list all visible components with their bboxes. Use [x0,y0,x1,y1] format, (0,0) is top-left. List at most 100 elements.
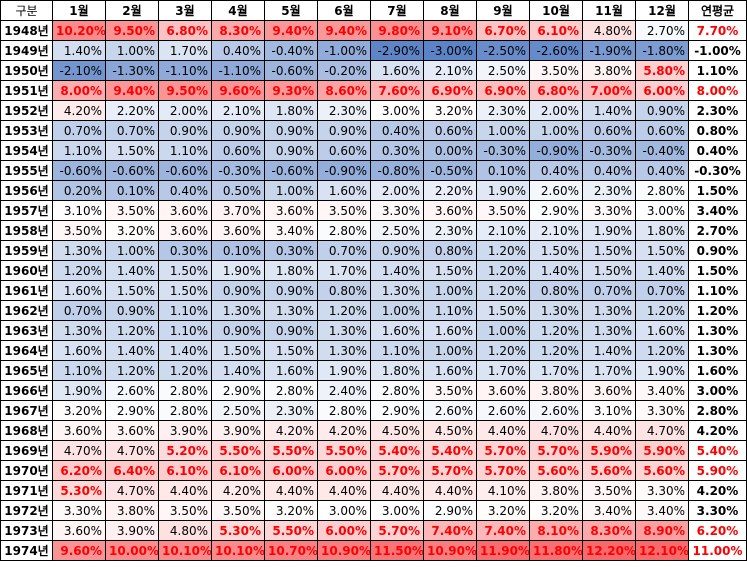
value-cell: -1.00% [317,40,371,61]
value-cell: 0.60% [423,120,477,141]
value-cell: 9.60% [211,80,265,101]
value-cell: 0.10% [476,160,530,181]
value-cell: 1.10% [370,340,424,361]
value-cell: 3.00% [317,500,371,521]
value-cell: 9.30% [264,80,318,101]
value-cell: 4.40% [370,480,424,501]
year-cell: 1952년 [0,100,53,121]
value-cell: 1.20% [635,340,689,361]
value-cell: 1.60% [370,320,424,341]
value-cell: 1.00% [476,120,530,141]
value-cell: 0.60% [635,120,689,141]
year-cell: 1974년 [0,540,53,561]
value-cell: 8.00% [52,80,106,101]
value-cell: 4.80% [158,520,212,541]
value-cell: 3.50% [423,380,477,401]
value-cell: 3.50% [317,200,371,221]
value-cell: 8.10% [529,520,583,541]
data-row: 1965년 1.10% 1.20% 1.20% 1.40% 1.60% 1.90% 1.80%… [0,360,747,381]
value-cell: 6.70% [476,20,530,41]
value-cell: 6.00% [635,80,689,101]
header-cell: 1월 [52,0,106,21]
value-cell: 3.30% [635,400,689,421]
year-cell: 1970년 [0,460,53,481]
value-cell: 0.40% [582,160,636,181]
value-cell: -0.60% [105,160,159,181]
value-cell: 1.50% [529,240,583,261]
year-cell: 1963년 [0,320,53,341]
value-cell: 1.30% [211,300,265,321]
value-cell: 1.20% [529,320,583,341]
value-cell: 3.20% [105,220,159,241]
value-cell: 4.40% [582,420,636,441]
value-cell: 1.60% [423,320,477,341]
value-cell: 3.60% [476,380,530,401]
average-cell: 1.10% [688,60,747,81]
value-cell: 7.40% [476,520,530,541]
data-row: 1969년 4.70% 4.70% 5.20% 5.50% 5.50% 5.50% 5.40%… [0,440,747,461]
value-cell: 1.80% [635,220,689,241]
value-cell: 1.20% [635,300,689,321]
value-cell: 12.20% [582,540,636,561]
value-cell: 3.00% [635,200,689,221]
average-cell: 5.40% [688,440,747,461]
header-cell: 11월 [582,0,636,21]
value-cell: 1.50% [211,340,265,361]
value-cell: 5.50% [264,520,318,541]
value-cell: 0.60% [211,140,265,161]
year-cell: 1956년 [0,180,53,201]
value-cell: 1.20% [52,260,106,281]
value-cell: 0.00% [423,140,477,161]
value-cell: 1.10% [52,360,106,381]
value-cell: 10.00% [105,540,159,561]
average-cell: 1.50% [688,180,747,201]
value-cell: 1.50% [582,260,636,281]
value-cell: 2.60% [529,180,583,201]
value-cell: -0.90% [529,140,583,161]
value-cell: 3.50% [582,480,636,501]
value-cell: 1.00% [370,300,424,321]
header-row: 구분 1월 2월 3월 4월 5월 6월 7월 8월 9월 10월 11월 12월 연평균 [0,0,747,21]
value-cell: 1.50% [635,240,689,261]
header-cell: 7월 [370,0,424,21]
value-cell: 3.50% [158,500,212,521]
year-cell: 1962년 [0,300,53,321]
year-cell: 1955년 [0,160,53,181]
average-cell: 1.50% [688,260,747,281]
value-cell: 0.40% [529,160,583,181]
average-cell: 3.00% [688,380,747,401]
value-cell: 6.00% [264,460,318,481]
value-cell: 1.90% [52,380,106,401]
year-cell: 1948년 [0,20,53,41]
value-cell: 0.80% [423,240,477,261]
value-cell: 2.50% [211,400,265,421]
value-cell: 3.10% [582,400,636,421]
value-cell: 2.00% [529,100,583,121]
value-cell: 1.60% [635,320,689,341]
value-cell: 5.80% [635,60,689,81]
value-cell: 10.90% [423,540,477,561]
average-cell: 2.70% [688,220,747,241]
value-cell: 1.00% [264,180,318,201]
value-cell: 0.90% [317,120,371,141]
value-cell: 6.20% [52,460,106,481]
value-cell: 9.10% [423,20,477,41]
average-cell: 4.20% [688,480,747,501]
header-cell: 6월 [317,0,371,21]
value-cell: 3.40% [635,380,689,401]
value-cell: 8.60% [317,80,371,101]
value-cell: 0.80% [317,280,371,301]
value-cell: 2.80% [158,380,212,401]
value-cell: -0.60% [52,160,106,181]
value-cell: 1.20% [105,360,159,381]
value-cell: 3.60% [52,420,106,441]
value-cell: 1.90% [211,260,265,281]
value-cell: 3.30% [370,200,424,221]
data-row: 1960년 1.20% 1.40% 1.50% 1.90% 1.80% 1.70% 1.40%… [0,260,747,281]
year-cell: 1959년 [0,240,53,261]
value-cell: 3.10% [52,200,106,221]
data-row: 1953년 0.70% 0.70% 0.90% 0.90% 0.90% 0.90% 0.40%… [0,120,747,141]
value-cell: 0.10% [105,180,159,201]
value-cell: 0.90% [370,240,424,261]
value-cell: 4.40% [476,420,530,441]
